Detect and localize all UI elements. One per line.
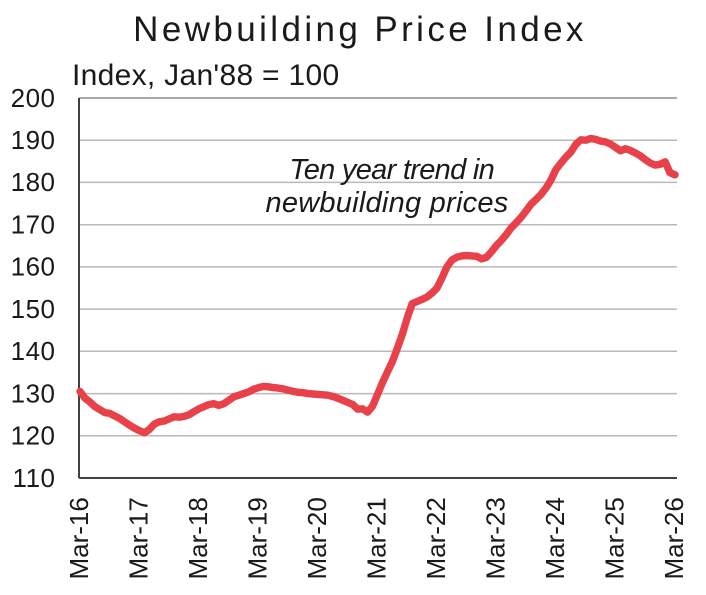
svg-text:150: 150 <box>11 294 56 324</box>
svg-text:Index, Jan'88 = 100: Index, Jan'88 = 100 <box>72 59 339 92</box>
svg-text:Mar-21: Mar-21 <box>362 497 392 579</box>
svg-text:Mar-16: Mar-16 <box>64 497 94 579</box>
svg-text:Mar-17: Mar-17 <box>124 497 154 579</box>
svg-text:Mar-23: Mar-23 <box>481 497 511 579</box>
svg-text:Mar-22: Mar-22 <box>421 497 451 579</box>
svg-text:130: 130 <box>11 378 56 408</box>
svg-text:180: 180 <box>11 167 56 197</box>
svg-text:newbuilding prices: newbuilding prices <box>265 187 508 219</box>
svg-text:190: 190 <box>11 125 56 155</box>
svg-text:140: 140 <box>11 336 56 366</box>
svg-text:Mar-24: Mar-24 <box>540 497 570 579</box>
svg-text:Newbuilding Price Index: Newbuilding Price Index <box>133 10 587 49</box>
svg-text:Ten year trend in: Ten year trend in <box>289 154 494 186</box>
svg-text:200: 200 <box>11 83 56 113</box>
svg-text:110: 110 <box>13 463 56 493</box>
svg-text:Mar-20: Mar-20 <box>302 497 332 579</box>
svg-text:170: 170 <box>11 210 56 240</box>
svg-text:160: 160 <box>11 252 56 282</box>
svg-text:Mar-25: Mar-25 <box>600 497 630 579</box>
svg-text:Mar-18: Mar-18 <box>183 497 213 579</box>
svg-text:Mar-26: Mar-26 <box>659 497 689 579</box>
svg-text:120: 120 <box>11 421 56 451</box>
svg-text:Mar-19: Mar-19 <box>243 497 273 579</box>
